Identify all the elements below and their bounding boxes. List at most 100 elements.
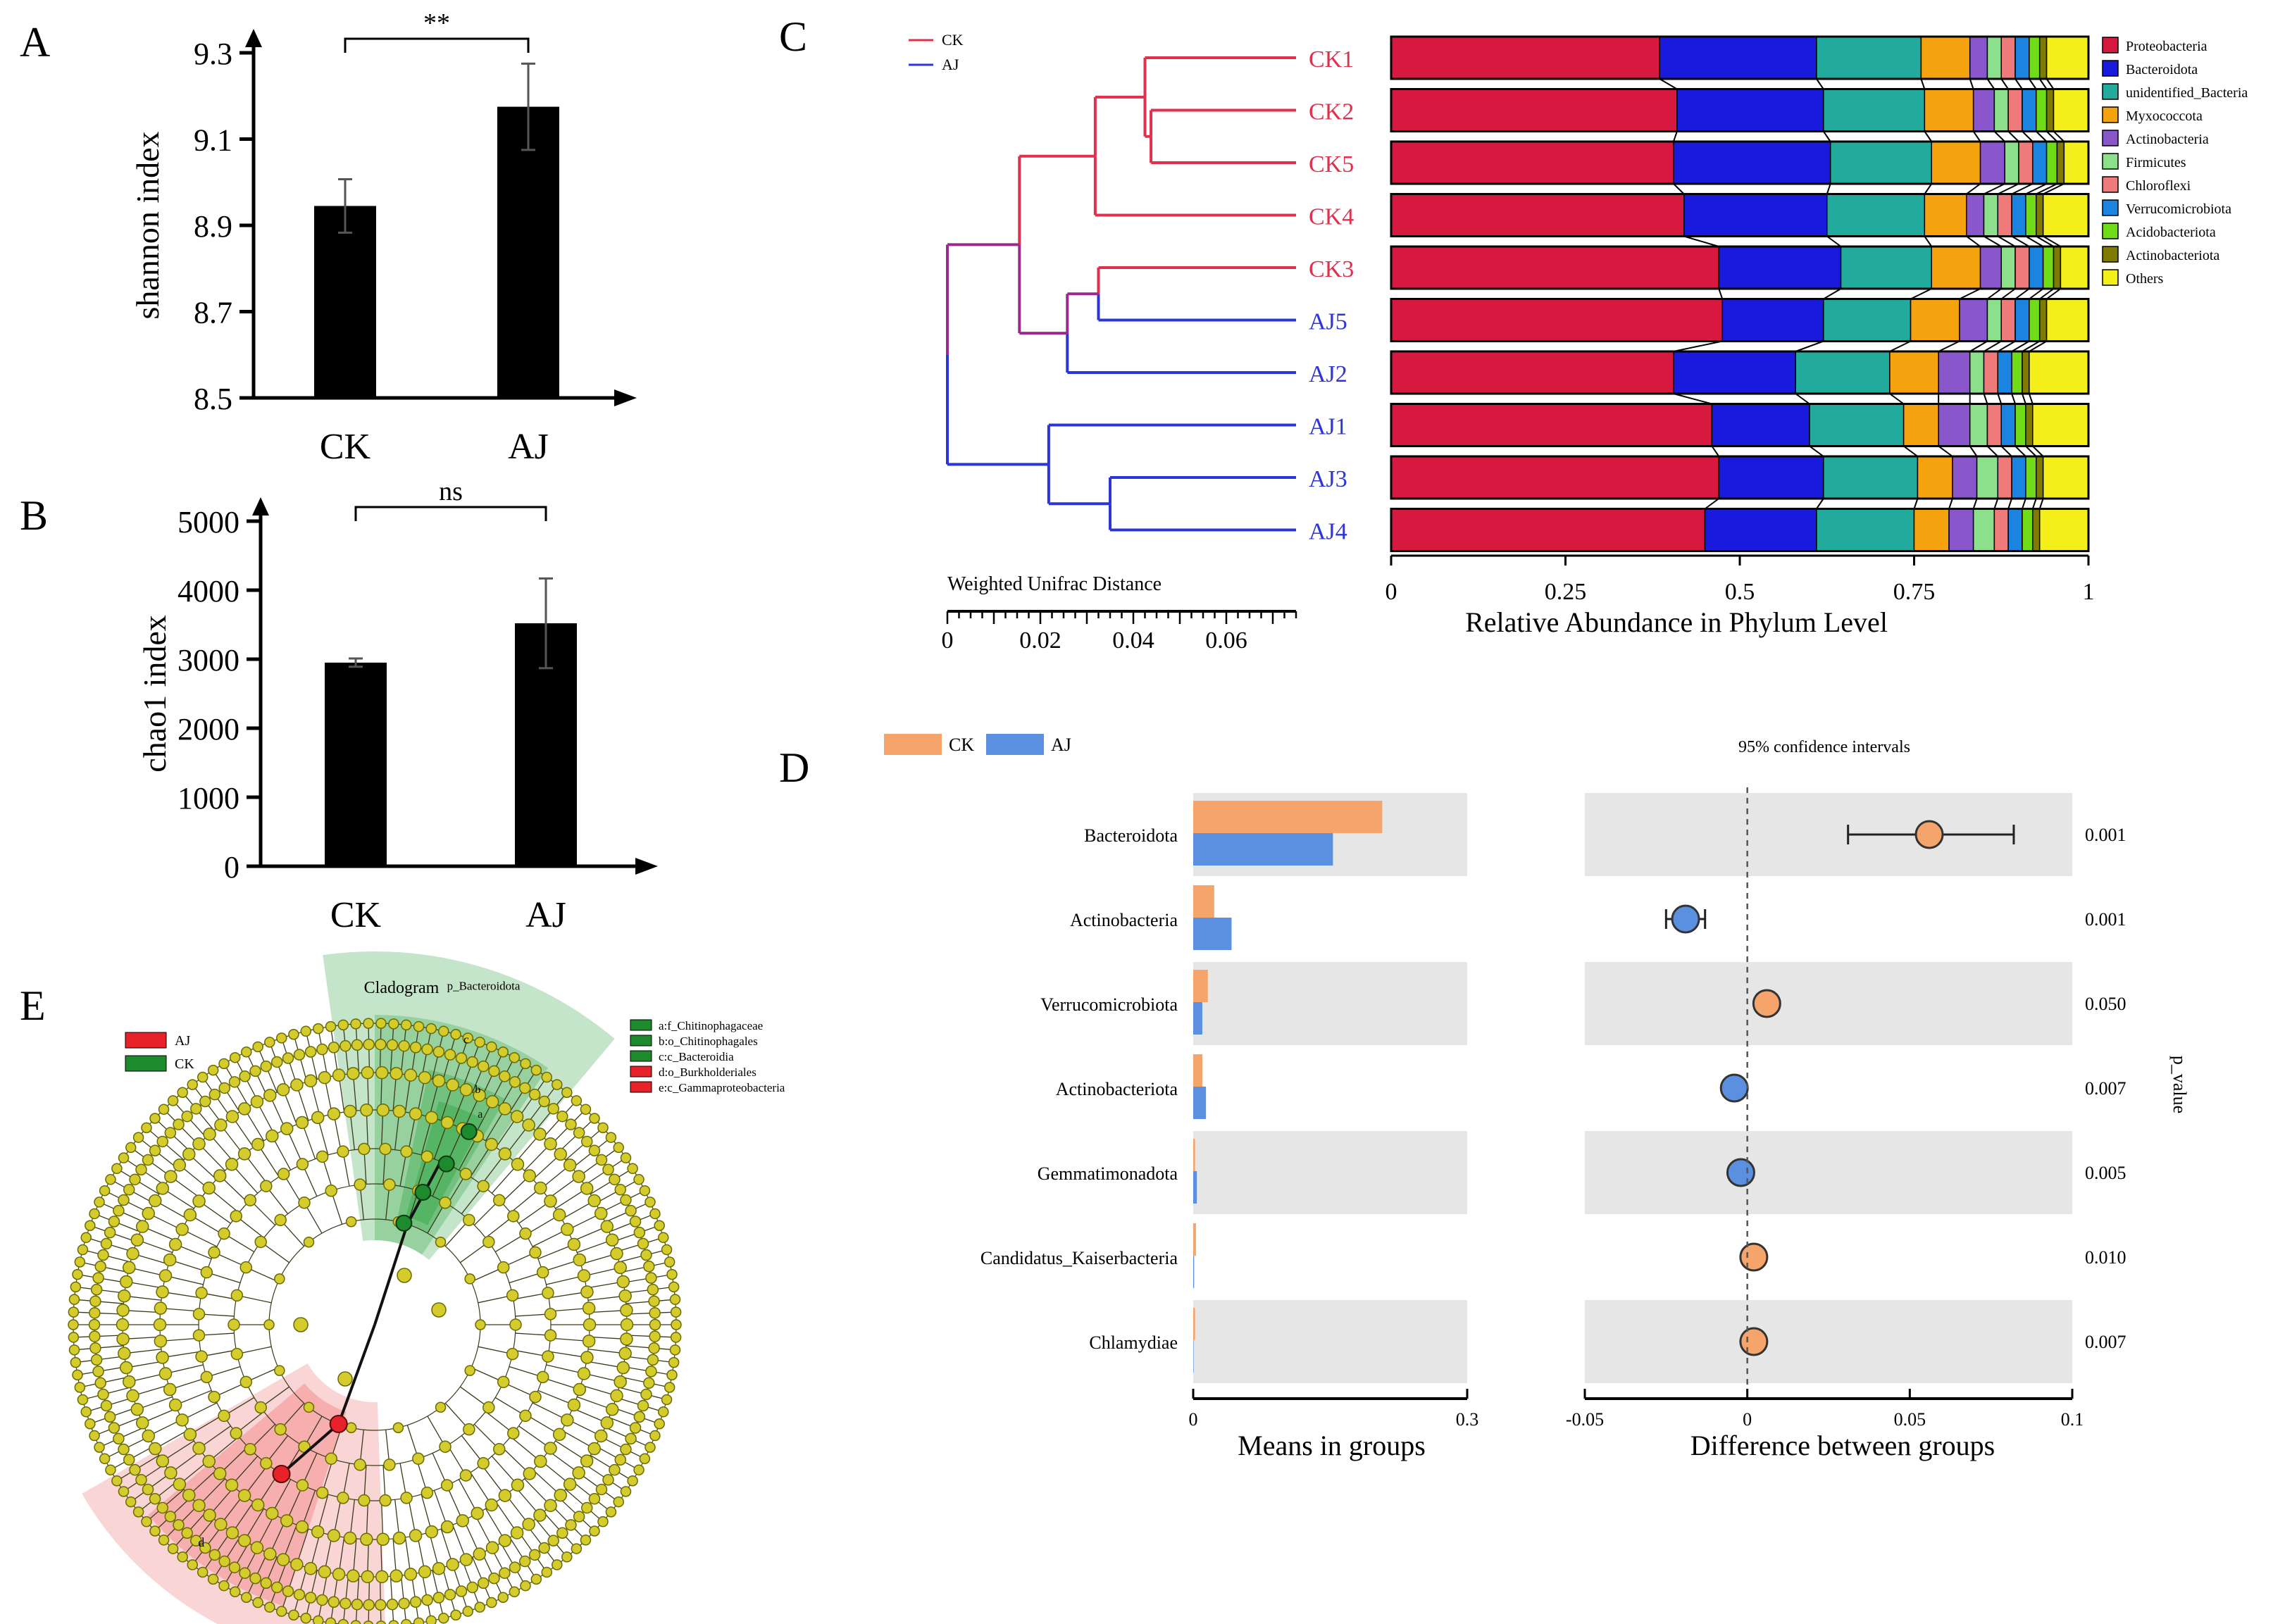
clade-node bbox=[214, 1118, 228, 1132]
clade-node bbox=[293, 1049, 306, 1061]
clade-node bbox=[616, 1275, 630, 1289]
bar-segment-ck5-actinobacteriota bbox=[2056, 141, 2065, 185]
bar-connector bbox=[2038, 78, 2048, 90]
clade-node bbox=[263, 1547, 277, 1561]
clade-node-inner bbox=[397, 1268, 412, 1283]
clade-node bbox=[68, 1332, 80, 1343]
bar-connector bbox=[2031, 498, 2037, 509]
clade-node bbox=[571, 1543, 583, 1554]
clade-node bbox=[229, 1586, 241, 1598]
clade-node bbox=[94, 1377, 106, 1389]
clade-node bbox=[637, 1399, 649, 1412]
clade-node bbox=[616, 1361, 630, 1375]
clade-node bbox=[580, 1285, 594, 1299]
clade-node bbox=[556, 1527, 568, 1539]
clade-node bbox=[228, 1318, 240, 1331]
bar-connector bbox=[2022, 130, 2034, 142]
clade-node bbox=[597, 1516, 609, 1528]
bar-segment-ck2-verrucomicrobiota bbox=[2022, 88, 2037, 132]
clade-node bbox=[493, 1194, 506, 1206]
clade-node bbox=[639, 1185, 651, 1197]
bar-connector bbox=[2046, 288, 2061, 300]
x-tick-label: 0.75 bbox=[1893, 579, 1936, 605]
clade-node bbox=[409, 1042, 422, 1054]
clade-node bbox=[250, 1541, 264, 1554]
bar-connector bbox=[1816, 78, 1824, 90]
bar-connector bbox=[1972, 130, 1981, 142]
clade-node bbox=[350, 1018, 361, 1030]
clade-node bbox=[108, 1216, 120, 1228]
bar-segment-aj5-actinobacteria bbox=[1959, 298, 1988, 342]
clade-node bbox=[141, 1122, 152, 1134]
clade-node bbox=[135, 1416, 149, 1430]
clade-node bbox=[213, 1467, 227, 1480]
clade-node bbox=[464, 1273, 475, 1285]
clade-node bbox=[580, 1535, 592, 1546]
clade-node bbox=[187, 1559, 198, 1570]
means-band bbox=[1193, 962, 1467, 1045]
clade-node bbox=[572, 1466, 585, 1480]
clade-node bbox=[228, 1561, 241, 1573]
clade-node bbox=[100, 1237, 113, 1250]
clade-node bbox=[401, 1618, 412, 1624]
clade-node bbox=[132, 1132, 144, 1143]
clade-node bbox=[440, 1479, 454, 1492]
sample-label-ck5: CK5 bbox=[1309, 151, 1354, 177]
clade-node bbox=[225, 1110, 239, 1123]
x-category-label: AJ bbox=[508, 427, 549, 467]
clade-node bbox=[132, 1506, 144, 1518]
clade-node bbox=[337, 1492, 349, 1504]
bar-connector bbox=[1823, 288, 1842, 300]
clade-node bbox=[135, 1163, 147, 1176]
diff-x-axis-label: Difference between groups bbox=[1690, 1430, 1995, 1461]
bar-connector bbox=[1993, 498, 1999, 509]
clade-node bbox=[241, 1046, 252, 1058]
bar-outline-ck1 bbox=[1390, 35, 2090, 80]
clade-node bbox=[68, 1344, 80, 1356]
clade-node bbox=[649, 1430, 661, 1442]
clade-node bbox=[72, 1268, 83, 1280]
clade-node bbox=[130, 1233, 144, 1247]
clade-node bbox=[645, 1366, 657, 1378]
group-legend-label: CK bbox=[175, 1056, 194, 1072]
clade-node bbox=[580, 1182, 594, 1195]
clade-node bbox=[116, 1304, 130, 1317]
bar-segment-aj2-firmicutes bbox=[1969, 351, 1985, 394]
difference-point bbox=[1752, 989, 1781, 1018]
clade-node bbox=[142, 1206, 155, 1220]
clade-node bbox=[440, 1116, 454, 1130]
bar-connector bbox=[1809, 445, 1824, 457]
taxa-legend-label: e:c_Gammaproteobacteria bbox=[659, 1081, 785, 1094]
bar-segment-ck2-myxococcota bbox=[1924, 88, 1974, 132]
clade-node bbox=[485, 1541, 499, 1554]
clade-node bbox=[392, 1422, 404, 1433]
clade-node bbox=[293, 1589, 306, 1601]
clade-node bbox=[657, 1406, 669, 1418]
clade-node bbox=[600, 1416, 614, 1430]
clade-node bbox=[439, 1440, 452, 1453]
sample-label-aj5: AJ5 bbox=[1309, 309, 1347, 335]
bar-outline-ck4 bbox=[1390, 193, 2090, 237]
clade-node bbox=[195, 1350, 208, 1363]
diff-band bbox=[1585, 1131, 2072, 1214]
clade-node bbox=[552, 1079, 563, 1090]
clade-node-inner bbox=[337, 1371, 353, 1387]
clade-node bbox=[620, 1486, 632, 1497]
clade-node bbox=[252, 1597, 263, 1609]
sector-label-p-bacteroidota: p_Bacteroidota bbox=[447, 979, 521, 992]
clade-node bbox=[509, 1561, 521, 1573]
clade-node bbox=[432, 1074, 446, 1088]
legend-swatch-ck bbox=[884, 734, 942, 755]
sector-label-c: c bbox=[463, 1033, 469, 1047]
panel-e-cladogram: p_BacteroidotacbaedCladogramAJCKa:f_Chit… bbox=[68, 951, 785, 1624]
clade-node bbox=[111, 1163, 123, 1175]
taxon-label: Chlamydiae bbox=[1089, 1332, 1178, 1353]
clade-node bbox=[383, 1178, 396, 1191]
clade-node bbox=[239, 1567, 251, 1579]
bar-connector bbox=[2043, 235, 2061, 247]
clade-node bbox=[192, 1137, 206, 1151]
clade-node bbox=[266, 1129, 279, 1143]
clade-node bbox=[290, 1558, 304, 1571]
clade-node bbox=[520, 1058, 531, 1070]
taxa-legend-swatch bbox=[630, 1066, 652, 1078]
